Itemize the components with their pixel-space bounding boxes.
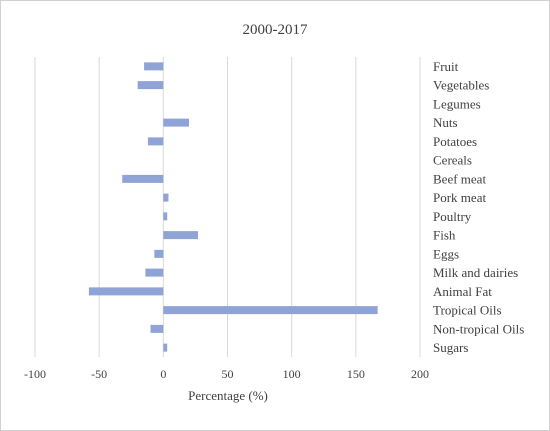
- bar-pork-meat: [163, 193, 169, 202]
- x-tick-label: 0: [160, 367, 166, 381]
- category-label: Potatoes: [433, 134, 477, 149]
- bar-beef-meat: [122, 174, 164, 183]
- category-label: Legumes: [433, 96, 481, 111]
- bar-tropical-oils: [163, 306, 378, 315]
- bar-fruit: [144, 62, 164, 71]
- category-label: Pork meat: [433, 190, 486, 205]
- bar-milk-and-dairies: [145, 268, 164, 277]
- x-axis-label: Percentage (%): [188, 388, 268, 403]
- category-label: Animal Fat: [433, 284, 492, 299]
- bar-vegetables: [137, 81, 164, 90]
- category-label: Vegetables: [433, 78, 489, 93]
- bar-poultry: [163, 212, 168, 221]
- x-tick-label: 200: [411, 367, 429, 381]
- category-label: Non-tropical Oils: [433, 321, 524, 336]
- x-tick-label: 50: [222, 367, 234, 381]
- x-tick-label: 100: [283, 367, 301, 381]
- category-label: Milk and dairies: [433, 265, 518, 280]
- bar-animal-fat: [88, 287, 164, 296]
- bar-potatoes: [147, 137, 164, 146]
- category-label: Sugars: [433, 340, 468, 355]
- x-tick-label: -50: [91, 367, 107, 381]
- category-label: Tropical Oils: [433, 303, 502, 318]
- category-label: Poultry: [433, 209, 472, 224]
- x-axis-ticks: -100 -50 0 50 100 150 200: [24, 367, 429, 381]
- bar-nuts: [163, 118, 189, 127]
- category-label: Fish: [433, 228, 456, 243]
- bar-fish: [163, 231, 198, 240]
- category-label: Cereals: [433, 153, 472, 168]
- category-label: Nuts: [433, 115, 458, 130]
- bars: [88, 62, 378, 352]
- x-tick-label: -100: [24, 367, 46, 381]
- bar-eggs: [154, 249, 164, 258]
- category-label: Eggs: [433, 246, 459, 261]
- category-label: Fruit: [433, 59, 459, 74]
- category-label: Beef meat: [433, 171, 486, 186]
- bar-sugars: [163, 343, 168, 352]
- x-tick-label: 150: [347, 367, 365, 381]
- bar-non-tropical-oils: [150, 324, 164, 333]
- chart-title: 2000-2017: [243, 22, 308, 38]
- category-labels: Fruit Vegetables Legumes Nuts Potatoes Cereal…: [433, 59, 524, 355]
